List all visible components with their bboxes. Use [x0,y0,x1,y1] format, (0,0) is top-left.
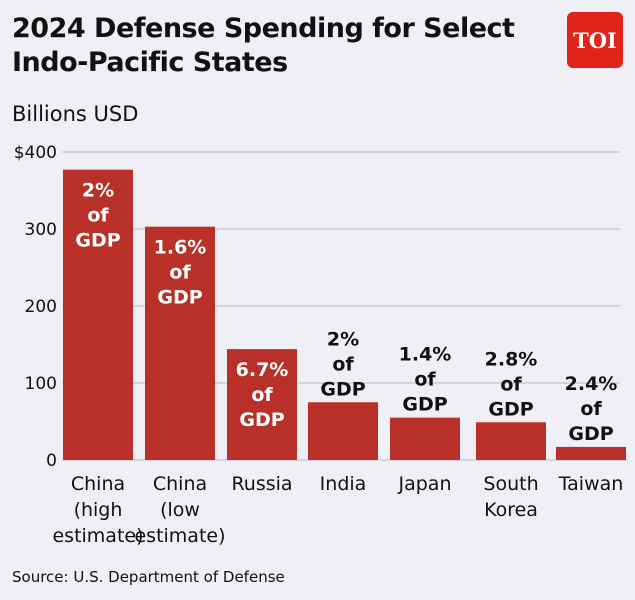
x-category-label: Russia [231,473,292,495]
bar [63,169,133,460]
x-category-label: (low [160,499,200,521]
data-label: of [87,205,109,227]
x-category-label: estimate) [134,525,225,547]
data-label: GDP [75,230,120,252]
bar [476,422,546,460]
data-label: of [169,262,191,284]
y-tick-label: 100 [25,374,57,394]
data-label: 2% [82,180,114,202]
data-label: GDP [402,394,447,416]
data-label: of [332,353,354,375]
data-label: 2% [327,328,359,350]
x-category-label: Japan [398,473,452,495]
x-category-label: estimate) [52,525,143,547]
data-label: 1.6% [154,237,207,259]
chart-title: 2024 Defense Spending for Select Indo-Pa… [12,13,515,78]
x-category-label: Taiwan [558,473,624,495]
data-label: 1.4% [399,344,452,366]
toi-logo: TOI [567,12,623,68]
x-category-label: South [483,473,538,495]
x-category-label: China [71,473,125,495]
y-axis-label: Billions USD [12,102,139,126]
y-tick-label: $400 [14,143,57,163]
x-category-label: China [153,473,207,495]
data-label: of [251,384,273,406]
data-label: GDP [157,287,202,309]
data-label: 2.4% [565,373,618,395]
x-category-label: India [320,473,367,495]
data-label: of [414,369,436,391]
y-tick-label: 300 [25,220,57,240]
bar [390,417,460,460]
source-note: Source: U.S. Department of Defense [12,568,285,586]
x-category-label: Korea [484,499,538,521]
bar [308,402,378,460]
data-label: GDP [239,409,284,431]
bar [556,446,626,460]
data-label: GDP [568,423,613,445]
y-tick-label: 200 [25,297,57,317]
x-category-label: (high [74,499,123,521]
y-tick-label: 0 [46,451,57,471]
data-label: of [580,398,602,420]
bar [145,226,215,460]
data-label: GDP [320,378,365,400]
bar [227,349,297,460]
data-label: 2.8% [485,348,538,370]
data-label: GDP [488,398,533,420]
data-label: of [500,373,522,395]
data-label: 6.7% [236,359,289,381]
